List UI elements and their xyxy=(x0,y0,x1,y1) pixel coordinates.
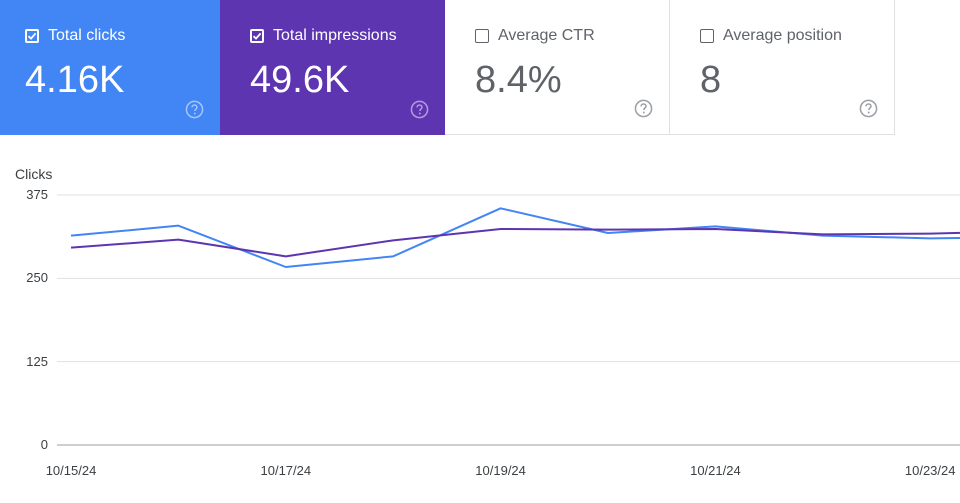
metric-label: Total impressions xyxy=(273,27,397,44)
y-axis-label: Clicks xyxy=(15,166,53,182)
metric-value: 4.16K xyxy=(25,59,125,101)
y-tick-label: 375 xyxy=(26,187,48,202)
x-tick-label: 10/23/24 xyxy=(904,463,956,478)
metric-header: Total clicks xyxy=(25,27,125,45)
metric-card-average-ctr[interactable]: Average CTR 8.4% xyxy=(445,0,670,135)
checkbox-unchecked-icon[interactable] xyxy=(700,29,714,43)
help-icon[interactable] xyxy=(410,100,429,119)
y-tick-label: 250 xyxy=(26,270,48,286)
x-tick-label: 10/17/24 xyxy=(260,463,312,478)
metric-cards: Total clicks 4.16K Total impressions 49.… xyxy=(0,0,895,135)
metric-label: Average position xyxy=(723,27,842,44)
checkbox-checked-icon[interactable] xyxy=(25,29,39,43)
metric-card-total-impressions[interactable]: Total impressions 49.6K xyxy=(220,0,445,135)
metric-value: 8.4% xyxy=(475,59,562,101)
metric-value: 8 xyxy=(700,59,722,101)
y-tick-label: 125 xyxy=(26,353,48,369)
help-icon[interactable] xyxy=(859,99,878,118)
series-line-clicks xyxy=(70,207,960,268)
y-tick-label: 0 xyxy=(40,437,48,452)
help-icon[interactable] xyxy=(185,100,204,119)
series-line-impressions xyxy=(70,228,960,258)
x-tick-label: 10/21/24 xyxy=(690,463,741,478)
metric-card-average-position[interactable]: Average position 8 xyxy=(670,0,895,135)
x-tick-label: 10/19/24 xyxy=(475,463,526,478)
checkbox-checked-icon[interactable] xyxy=(250,29,264,43)
metric-header: Average position xyxy=(700,27,842,45)
checkbox-unchecked-icon[interactable] xyxy=(475,29,489,43)
x-tick-label: 10/15/24 xyxy=(45,463,97,478)
metric-label: Total clicks xyxy=(48,27,126,44)
metric-card-total-clicks[interactable]: Total clicks 4.16K xyxy=(0,0,220,135)
metric-header: Total impressions xyxy=(250,27,397,45)
metric-header: Average CTR xyxy=(475,27,595,45)
metric-value: 49.6K xyxy=(250,59,350,101)
help-icon[interactable] xyxy=(634,99,653,118)
metric-label: Average CTR xyxy=(498,27,595,44)
